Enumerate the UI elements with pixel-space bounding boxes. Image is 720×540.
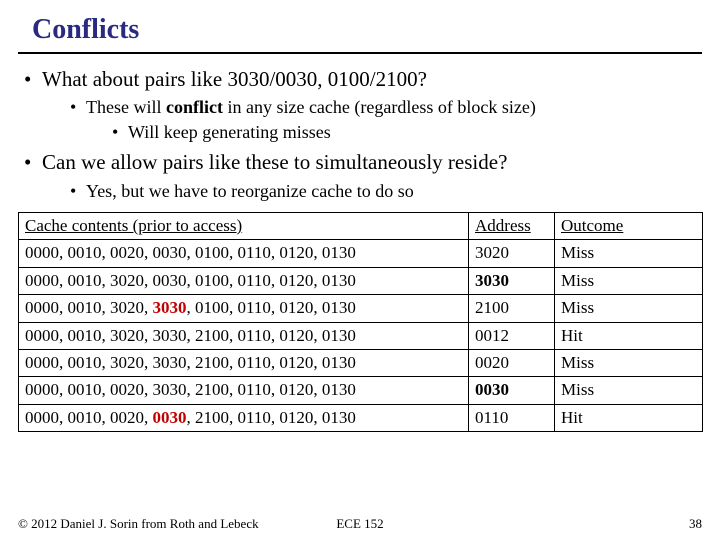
cell-address: 2100 [469, 295, 555, 322]
bullet-1a-bold: conflict [166, 97, 223, 117]
bullet-1a-post: in any size cache (regardless of block s… [223, 97, 536, 117]
bullet-2-text: Can we allow pairs like these to simulta… [42, 150, 507, 174]
cell-outcome: Hit [555, 404, 703, 431]
bullet-1a: These will conflict in any size cache (r… [70, 96, 702, 143]
table-row: 0000, 0010, 3020, 3030, 0100, 0110, 0120… [19, 295, 703, 322]
cell-contents: 0000, 0010, 0020, 3030, 2100, 0110, 0120… [19, 377, 469, 404]
table-row: 0000, 0010, 0020, 3030, 2100, 0110, 0120… [19, 377, 703, 404]
table-row: 0000, 0010, 0020, 0030, 2100, 0110, 0120… [19, 404, 703, 431]
cell-address: 0030 [469, 377, 555, 404]
footer-pagenum: 38 [689, 516, 702, 532]
footer-copyright: © 2012 Daniel J. Sorin from Roth and Leb… [18, 516, 259, 532]
footer-course: ECE 152 [336, 516, 383, 532]
table-row: 0000, 0010, 3020, 0030, 0100, 0110, 0120… [19, 267, 703, 294]
table-header-row: Cache contents (prior to access) Address… [19, 213, 703, 240]
table-row: 0000, 0010, 0020, 0030, 0100, 0110, 0120… [19, 240, 703, 267]
bullet-1a1: Will keep generating misses [112, 121, 702, 144]
bullet-1a-pre: These will [86, 97, 166, 117]
cell-address: 0020 [469, 349, 555, 376]
cell-part: , 2100, 0110, 0120, 0130 [187, 408, 356, 427]
bullet-1a-sub: Will keep generating misses [86, 121, 702, 144]
cell-outcome: Miss [555, 267, 703, 294]
bullet-2-sub: Yes, but we have to reorganize cache to … [42, 180, 702, 203]
bullet-2a: Yes, but we have to reorganize cache to … [70, 180, 702, 203]
cell-address: 3020 [469, 240, 555, 267]
cell-outcome: Miss [555, 240, 703, 267]
cell-contents: 0000, 0010, 0020, 0030, 0100, 0110, 0120… [19, 240, 469, 267]
cell-outcome: Miss [555, 349, 703, 376]
cell-contents: 0000, 0010, 3020, 0030, 0100, 0110, 0120… [19, 267, 469, 294]
bullet-1-sub: These will conflict in any size cache (r… [42, 96, 702, 143]
cell-highlight: 3030 [153, 298, 187, 317]
bullet-list: What about pairs like 3030/0030, 0100/21… [18, 66, 702, 202]
bullet-2: Can we allow pairs like these to simulta… [24, 149, 702, 202]
cell-outcome: Miss [555, 377, 703, 404]
table-row: 0000, 0010, 3020, 3030, 2100, 0110, 0120… [19, 322, 703, 349]
th-address: Address [469, 213, 555, 240]
bullet-1-text: What about pairs like 3030/0030, 0100/21… [42, 67, 427, 91]
table-row: 0000, 0010, 3020, 3030, 2100, 0110, 0120… [19, 349, 703, 376]
cell-address: 3030 [469, 267, 555, 294]
cell-highlight: 0030 [153, 408, 187, 427]
cell-part: , 0100, 0110, 0120, 0130 [187, 298, 356, 317]
cell-contents: 0000, 0010, 3020, 3030, 2100, 0110, 0120… [19, 322, 469, 349]
th-contents: Cache contents (prior to access) [19, 213, 469, 240]
slide: Conflicts What about pairs like 3030/003… [0, 0, 720, 540]
cell-part: 0000, 0010, 0020, [25, 408, 153, 427]
cache-table: Cache contents (prior to access) Address… [18, 212, 703, 432]
cell-part: 0000, 0010, 3020, [25, 298, 153, 317]
cell-contents: 0000, 0010, 3020, 3030, 2100, 0110, 0120… [19, 349, 469, 376]
cell-contents: 0000, 0010, 0020, 0030, 2100, 0110, 0120… [19, 404, 469, 431]
th-outcome: Outcome [555, 213, 703, 240]
cell-address: 0012 [469, 322, 555, 349]
cell-outcome: Hit [555, 322, 703, 349]
bullet-1: What about pairs like 3030/0030, 0100/21… [24, 66, 702, 143]
cell-address: 0110 [469, 404, 555, 431]
table-body: 0000, 0010, 0020, 0030 , 0100, 0110, 0120… [19, 240, 703, 432]
cell-outcome: Miss [555, 295, 703, 322]
slide-title: Conflicts [18, 10, 702, 54]
cell-contents: 0000, 0010, 3020, 3030, 0100, 0110, 0120… [19, 295, 469, 322]
